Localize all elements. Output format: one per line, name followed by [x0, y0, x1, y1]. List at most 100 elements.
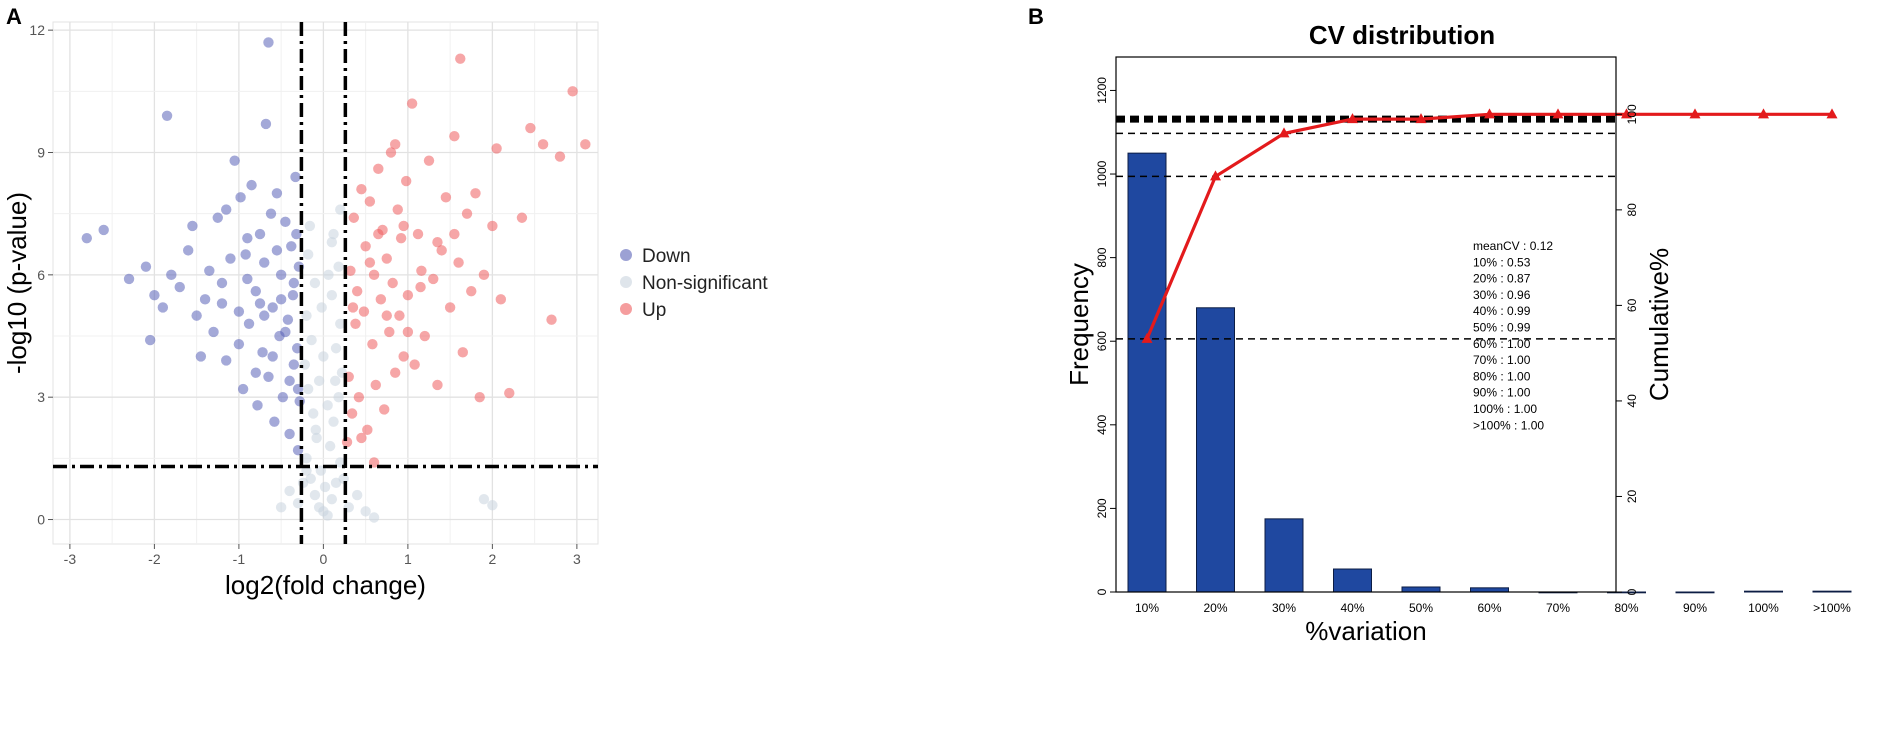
volcano-point-down: [237, 383, 249, 395]
cv-cumulative-marker: [1347, 113, 1358, 124]
cv-cumulative-marker: [1484, 108, 1495, 119]
cv-bar-100%: [1744, 590, 1783, 593]
volcano-point-down: [284, 375, 295, 387]
volcano-point-up: [466, 285, 477, 297]
volcano-point-up: [406, 98, 418, 109]
volcano-point-up: [358, 306, 370, 317]
panel-b-label: B: [1028, 4, 1044, 29]
volcano-point-down: [250, 285, 261, 297]
volcano-x-tick-label: 0: [319, 551, 327, 567]
cv-x-tick-label: 50%: [1409, 601, 1433, 615]
cv-y-tick-label: 200: [1095, 498, 1109, 518]
volcano-point-down: [265, 208, 277, 219]
volcano-point-down: [250, 367, 261, 378]
cv-cumulative-marker: [1210, 170, 1221, 181]
volcano-point-non-significant: [326, 237, 338, 248]
cv-x-tick-label: 10%: [1135, 601, 1159, 615]
volcano-x-tick-label: 1: [404, 551, 412, 567]
volcano-x-tick-label: -2: [148, 551, 161, 567]
volcano-point-down: [271, 245, 283, 256]
volcano-point-up: [384, 326, 395, 338]
volcano-point-down: [288, 277, 300, 289]
volcano-y-tick-label: 6: [37, 267, 45, 283]
volcano-point-down: [288, 359, 300, 370]
cv-stats-line: 20% : 0.87: [1473, 272, 1531, 286]
cv-y-tick-label: 600: [1095, 331, 1109, 351]
volcano-point-non-significant: [309, 277, 321, 289]
volcano-point-up: [436, 245, 447, 256]
volcano-point-down: [235, 192, 246, 203]
volcano-point-down: [260, 118, 272, 130]
cv-bar-40%: [1333, 568, 1372, 593]
volcano-point-non-significant: [309, 489, 321, 501]
volcano-point-non-significant: [313, 375, 325, 387]
volcano-point-non-significant: [330, 375, 341, 387]
cv-x-tick-label: 80%: [1614, 601, 1638, 615]
volcano-point-down: [280, 216, 291, 228]
volcano-point-up: [370, 379, 381, 391]
volcano-point-up: [474, 391, 485, 403]
volcano-point-down: [242, 232, 253, 244]
volcano-point-down: [254, 228, 266, 240]
volcano-point-down: [280, 326, 291, 338]
cv-stats-line: 60% : 1.00: [1473, 337, 1531, 351]
volcano-point-down: [267, 351, 278, 362]
cv-bar-90%: [1675, 591, 1715, 594]
cv-y2-tick-label: 0: [1625, 588, 1639, 595]
volcano-point-non-significant: [330, 343, 342, 354]
volcano-point-down: [149, 290, 160, 301]
volcano-y-tick-label: 9: [37, 145, 45, 161]
volcano-point-up: [525, 122, 536, 134]
cv-cumulative-marker: [1826, 108, 1838, 119]
volcano-point-up: [453, 257, 464, 268]
volcano-point-up: [373, 163, 384, 175]
volcano-plot-area: [52, 21, 599, 545]
cv-x-tick-label: >100%: [1813, 601, 1851, 615]
volcano-point-non-significant: [330, 477, 342, 489]
cv-x-tick-label: 60%: [1477, 601, 1501, 615]
volcano-legend-key: [620, 303, 632, 315]
cv-cumulative-marker: [1415, 113, 1427, 124]
volcano-point-up: [394, 310, 405, 321]
cv-y-tick-label: 800: [1095, 247, 1109, 267]
cv-y-tick-label: 0: [1095, 588, 1109, 595]
volcano-point-non-significant: [368, 512, 380, 523]
cv-y2-tick-label: 40: [1625, 394, 1639, 408]
volcano-point-up: [449, 228, 460, 240]
volcano-point-up: [345, 265, 356, 276]
volcano-point-up: [423, 155, 435, 166]
cv-cumulative-marker: [1141, 332, 1153, 343]
volcano-point-down: [282, 314, 294, 325]
volcano-point-non-significant: [311, 432, 322, 444]
volcano-point-down: [216, 298, 228, 309]
volcano-point-non-significant: [333, 261, 344, 272]
volcano-threshold-lines: [53, 22, 598, 544]
cv-bars: [1127, 152, 1852, 594]
volcano-point-down: [174, 281, 185, 293]
volcano-point-down: [259, 310, 270, 321]
volcano-point-non-significant: [335, 204, 346, 215]
volcano-point-down: [81, 232, 92, 244]
volcano-point-down: [284, 428, 295, 440]
cv-stats-line: 40% : 0.99: [1473, 304, 1531, 318]
volcano-point-up: [368, 269, 380, 281]
cv-x-axis-title: %variation: [1305, 616, 1426, 646]
volcano-y-axis-title: -log10 (p-value): [2, 192, 32, 374]
cv-cumulative-marker: [1278, 127, 1290, 138]
volcano-point-up: [353, 391, 365, 403]
volcano-point-up: [470, 188, 481, 199]
volcano-point-non-significant: [326, 493, 338, 505]
volcano-x-axis-title: log2(fold change): [225, 570, 426, 600]
cv-stats-line: >100% : 1.00: [1473, 418, 1544, 432]
volcano-point-up: [554, 151, 566, 162]
volcano-point-up: [409, 359, 420, 370]
volcano-point-down: [233, 306, 245, 317]
volcano-point-down: [123, 273, 135, 285]
volcano-point-up: [402, 290, 414, 301]
volcano-point-up: [356, 432, 367, 444]
volcano-point-up: [398, 351, 409, 362]
cv-stats-line: 100% : 1.00: [1473, 402, 1537, 416]
volcano-legend-key: [620, 276, 632, 288]
